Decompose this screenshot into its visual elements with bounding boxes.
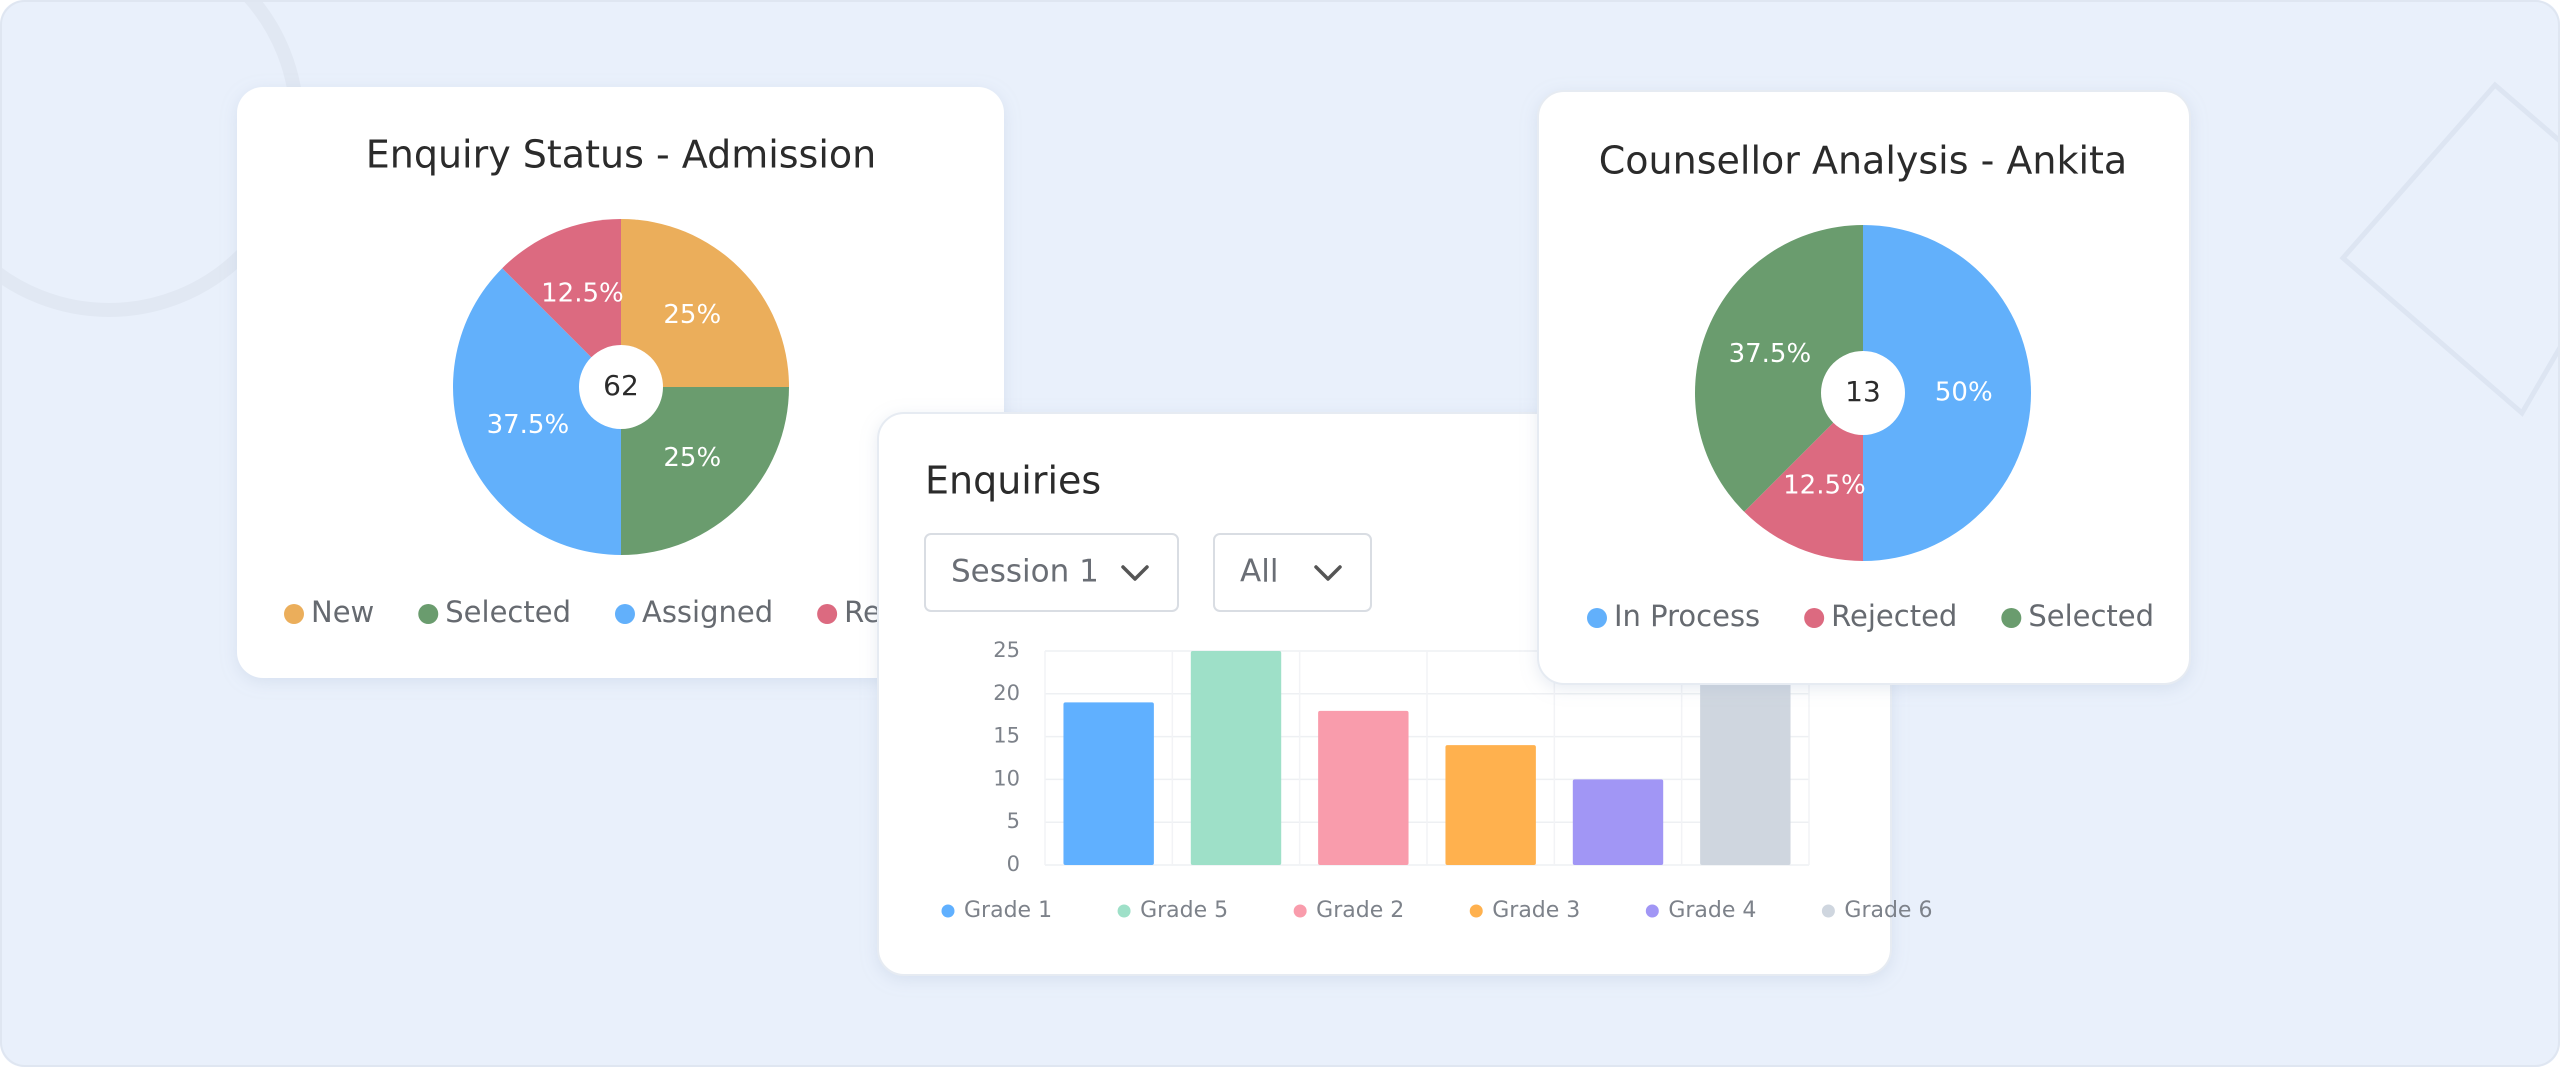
slice-label: 50%: [1935, 378, 1993, 408]
legend-dot: [1587, 608, 1607, 628]
chart-title: Counsellor Analysis - Ankita: [1599, 139, 2127, 183]
pie-slice: [1744, 393, 1863, 561]
pie-slice: [502, 219, 621, 387]
legend-dot: [941, 904, 955, 918]
slice-label: 25%: [663, 443, 721, 473]
slice-label: 37.5%: [1729, 339, 1812, 369]
legend-label: Grade 2: [1316, 898, 1404, 923]
legend-label: Selected: [445, 595, 571, 629]
center-hole: [1821, 351, 1905, 435]
pie-slice: [1863, 225, 2031, 561]
pie-slice: [621, 387, 789, 555]
bar: [1700, 676, 1791, 865]
legend-dot: [1645, 904, 1659, 918]
pie-slice: [452, 268, 621, 555]
legend-dot: [418, 604, 439, 624]
chart-title: Enquiry Status - Admission: [366, 133, 877, 177]
slice-label: 12.5%: [1783, 471, 1866, 501]
legend-label: Grade 4: [1668, 898, 1756, 923]
y-tick-label: 25: [993, 638, 1020, 662]
legend-label: Grade 3: [1492, 898, 1580, 923]
legend-label: Grade 5: [1140, 898, 1228, 923]
legend-label: Rejected: [1831, 599, 1957, 633]
legend-dot: [1804, 608, 1825, 628]
legend-dot: [1293, 904, 1307, 918]
legend-dot: [1469, 904, 1483, 918]
decor-diamond: [2339, 81, 2560, 417]
card-enquiry-status: Enquiry Status - Admission 25% 25% 37.5% 12.…: [237, 87, 1004, 678]
y-tick-label: 15: [993, 724, 1020, 748]
center-label: 62: [603, 369, 639, 402]
bar: [1063, 702, 1154, 865]
legend-dot: [1821, 904, 1835, 918]
dropdown-text[interactable]: All: [1240, 554, 1278, 590]
y-tick-label: 20: [993, 681, 1020, 705]
chart-title: Enquiries: [925, 459, 1101, 503]
bar: [1190, 651, 1282, 865]
center-hole: [579, 345, 663, 429]
legend-label: Grade 1: [964, 898, 1052, 923]
chevron[interactable]: [1314, 565, 1342, 581]
center-label: 13: [1845, 375, 1881, 408]
legend-dot: [817, 604, 838, 624]
slice-label: 12.5%: [541, 278, 624, 308]
pie-slice: [1695, 225, 1863, 512]
dropdown-box[interactable]: [924, 533, 1179, 612]
session-dropdown[interactable]: Session 1: [924, 533, 1179, 612]
card-counsellor: Counsellor Analysis - Ankita 50% 12.5% 37.5…: [1537, 90, 2191, 685]
bar: [1318, 710, 1409, 865]
y-tick-label: 10: [993, 766, 1020, 790]
slice-label: 37.5%: [487, 410, 570, 440]
bar: [1445, 745, 1536, 865]
legend-label: Grade 6: [1844, 898, 1932, 923]
legend-dot: [614, 604, 635, 624]
legend-label: Selected: [2028, 599, 2154, 633]
y-tick-label: 5: [1007, 809, 1020, 833]
legend-label: Assigned: [642, 595, 773, 629]
legend-dot: [284, 604, 304, 624]
dropdown-box[interactable]: [1213, 533, 1372, 612]
bar: [1572, 779, 1664, 865]
pie-slice: [621, 219, 789, 387]
y-tick-label: 0: [1007, 852, 1020, 876]
legend-dot: [1117, 904, 1131, 918]
dropdown-text[interactable]: Session 1: [951, 554, 1099, 590]
chevron[interactable]: [1121, 565, 1149, 581]
legend-label: In Process: [1614, 599, 1760, 633]
slice-label: 25%: [663, 300, 721, 330]
legend-label: New: [311, 595, 374, 629]
filter-dropdown[interactable]: All: [1213, 533, 1372, 612]
legend-dot: [2001, 608, 2022, 628]
